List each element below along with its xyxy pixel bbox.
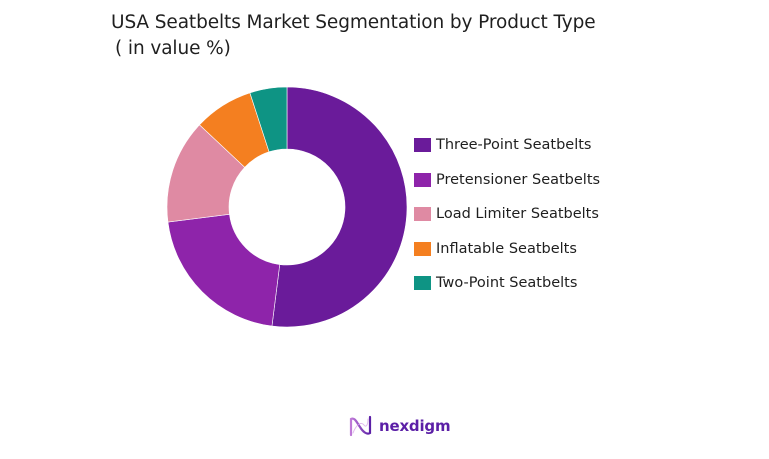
legend-label: Pretensioner Seatbelts <box>436 171 601 188</box>
legend-item-pretensioner: Pretensioner Seatbelts <box>414 163 600 198</box>
legend-swatch <box>414 138 431 153</box>
logo-text: nexdigm <box>379 417 451 435</box>
chart-title-line1: USA Seatbelts Market Segmentation by Pro… <box>111 12 596 33</box>
legend-swatch <box>414 172 431 187</box>
legend-label: Two-Point Seatbelts <box>436 275 578 292</box>
legend-label: Three-Point Seatbelts <box>436 137 592 154</box>
legend-label: Load Limiter Seatbelts <box>436 206 599 223</box>
legend-swatch <box>414 276 431 291</box>
donut-segment-two-point-seatbelts <box>249 86 288 153</box>
legend-item-three-point: Three-Point Seatbelts <box>414 128 600 163</box>
legend-label: Inflatable Seatbelts <box>436 240 577 257</box>
legend-swatch <box>414 207 431 222</box>
legend-item-inflatable: Inflatable Seatbelts <box>414 232 600 267</box>
donut-segment-pretensioner-seatbelts <box>167 213 281 327</box>
chart-legend: Three-Point Seatbelts Pretensioner Seatb… <box>414 128 600 301</box>
legend-swatch <box>414 241 431 256</box>
nexdigm-logo: nexdigm <box>349 415 451 437</box>
chart-title-line2: ( in value %) <box>115 38 231 59</box>
donut-segment-three-point-seatbelts <box>271 86 408 328</box>
wave-logo-icon <box>349 415 372 437</box>
chart-title: USA Seatbelts Market Segmentation by Pro… <box>111 10 596 62</box>
legend-item-two-point: Two-Point Seatbelts <box>414 266 600 301</box>
legend-item-load-limiter: Load Limiter Seatbelts <box>414 197 600 232</box>
